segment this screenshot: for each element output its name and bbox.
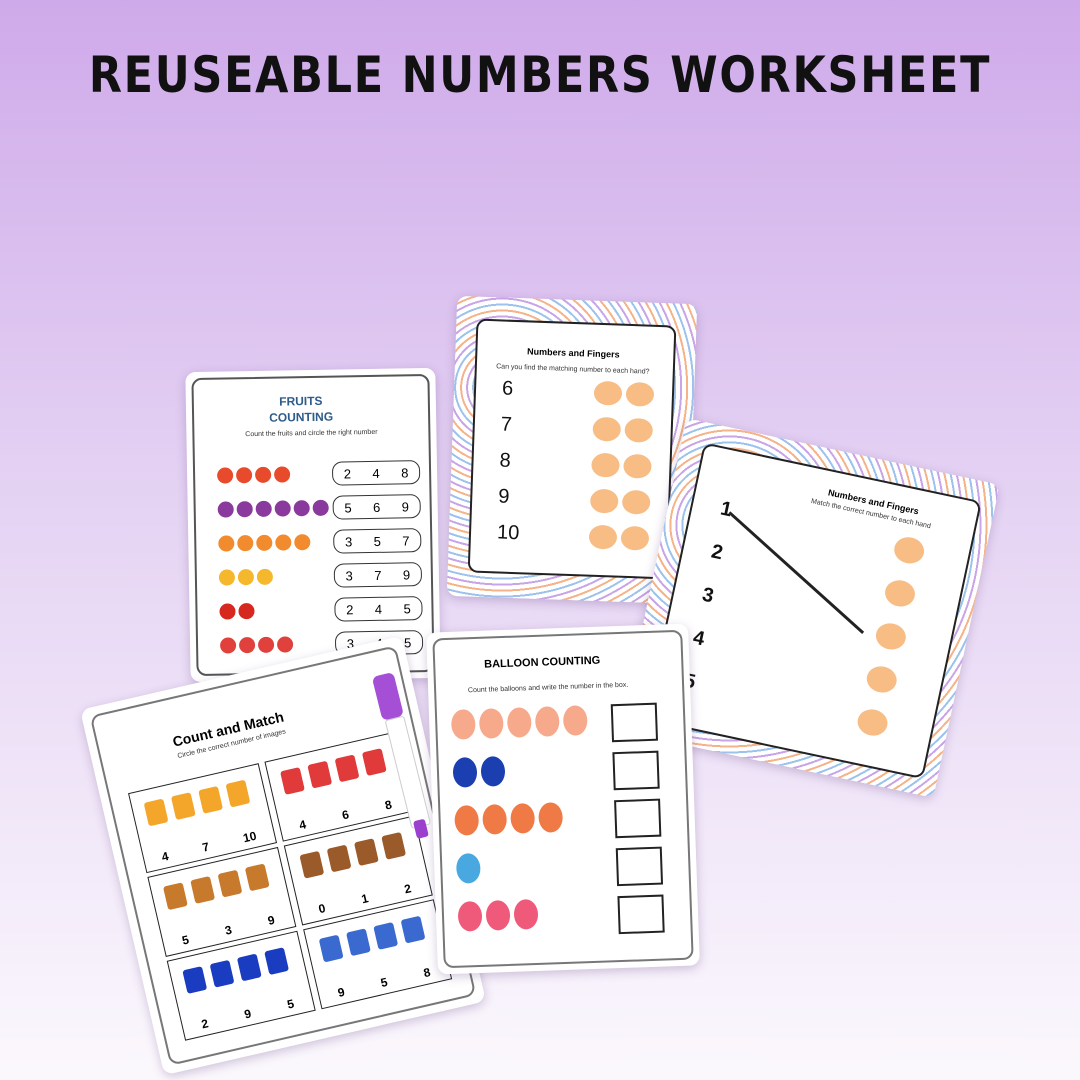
item-icon	[190, 876, 216, 904]
answer-number: 9	[242, 1006, 253, 1022]
item-icon	[307, 760, 333, 789]
item-icon	[217, 869, 243, 898]
answer-pill: 3 5 7	[333, 528, 422, 554]
item-icon	[361, 748, 387, 777]
item-icon	[280, 767, 305, 795]
answer-number: 4	[160, 848, 170, 865]
answer-number: 9	[402, 566, 411, 582]
answer-number: 5	[373, 533, 382, 549]
answer-number: 6	[372, 499, 381, 515]
answer-number: 10	[241, 828, 258, 846]
item-icon	[244, 863, 270, 892]
answer-number: 5	[180, 932, 191, 948]
answer-number: 5	[403, 600, 411, 616]
item-icon	[162, 882, 188, 911]
answer-number: 5	[403, 634, 412, 650]
answer-number: 7	[374, 567, 382, 583]
answer-number: 8	[383, 797, 394, 813]
answer-number: 3	[223, 922, 234, 938]
number: 9	[497, 485, 510, 508]
answer-number: 8	[422, 965, 432, 981]
item-icon	[209, 959, 235, 988]
item-icon	[353, 838, 379, 867]
item-icon	[143, 798, 169, 827]
fruits-card: FRUITS COUNTING Count the fruits and cir…	[185, 367, 441, 683]
item-icon	[400, 915, 426, 944]
item-icon	[225, 779, 251, 808]
answer-number: 9	[266, 912, 277, 928]
answer-number: 4	[374, 601, 383, 617]
item-icon	[318, 934, 344, 963]
answer-number: 4	[372, 465, 380, 481]
answer-pill: 2 4 5	[334, 596, 423, 622]
answer-number: 2	[402, 881, 413, 897]
item-icon	[346, 928, 371, 957]
answer-number: 9	[336, 984, 347, 1000]
answer-pill: 5 6 9	[332, 494, 421, 520]
answer-number: 2	[346, 601, 354, 617]
answer-number: 6	[340, 807, 351, 823]
answer-number: 5	[285, 996, 296, 1012]
answer-number: 2	[343, 465, 352, 481]
answer-pill: 3 7 9	[333, 562, 423, 588]
card-title: COUNTING	[268, 409, 334, 425]
number: 10	[496, 521, 520, 545]
number: 7	[500, 413, 513, 436]
answer-box	[617, 894, 665, 935]
answer-box	[615, 846, 664, 887]
card-title: FRUITS	[279, 393, 323, 409]
page-title: REUSEABLE NUMBERS WORKSHEET	[88, 46, 992, 104]
item-icon	[373, 922, 399, 950]
count-match-card: Count and Match Circle the correct numbe…	[80, 635, 486, 1076]
item-icon	[236, 953, 262, 982]
item-icon	[326, 844, 352, 873]
number: 8	[499, 449, 512, 472]
answer-number: 0	[317, 901, 327, 917]
answer-number: 7	[200, 839, 211, 855]
item-icon	[182, 966, 208, 994]
answer-number: 1	[359, 891, 370, 907]
item-icon	[264, 947, 290, 976]
item-icon	[299, 850, 325, 879]
answer-number: 9	[401, 498, 410, 514]
item-icon	[198, 785, 224, 814]
answer-number: 5	[344, 499, 352, 515]
balloon-card: BALLOON COUNTING Count the balloons and …	[426, 623, 700, 975]
answer-number: 8	[400, 464, 409, 480]
answer-box	[614, 798, 662, 839]
item-icon	[170, 792, 196, 821]
item-icon	[381, 831, 407, 860]
answer-number: 3	[345, 567, 353, 583]
answer-pill: 2 4 8	[331, 460, 421, 486]
answer-number: 5	[379, 974, 389, 991]
answer-number: 4	[297, 817, 308, 833]
answer-number: 2	[200, 1016, 210, 1032]
number: 6	[501, 377, 514, 400]
answer-box	[610, 702, 659, 743]
answer-box	[612, 750, 660, 791]
item-icon	[334, 754, 360, 783]
answer-number: 7	[402, 532, 410, 548]
answer-number: 3	[344, 533, 353, 549]
